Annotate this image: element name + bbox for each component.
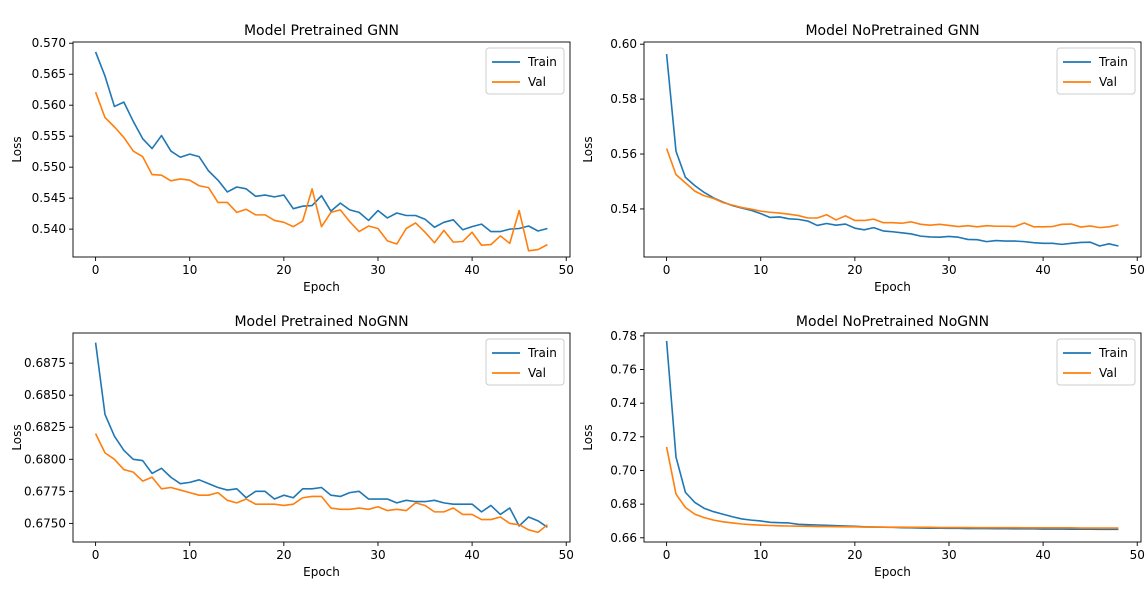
chart-title: Model Pretrained GNN <box>244 23 399 39</box>
x-tick-label: 40 <box>1035 548 1050 562</box>
x-tick-label: 10 <box>182 548 197 562</box>
y-axis-label: Loss <box>10 424 24 450</box>
y-tick-label: 0.72 <box>610 430 637 444</box>
x-axis-label: Epoch <box>874 280 911 294</box>
y-tick-label: 0.68 <box>610 497 637 511</box>
subplot-2: Model NoPretrained GNN 0 10 20 30 40 50 0.54 0.5… <box>581 23 1145 294</box>
series-line-val <box>665 446 1119 529</box>
y-tick-label: 0.565 <box>32 67 66 81</box>
x-tick-label: 30 <box>941 263 956 277</box>
y-tick-label: 0.60 <box>610 37 637 51</box>
x-tick-label: 30 <box>370 548 385 562</box>
x-tick-label: 40 <box>1035 263 1050 277</box>
legend-label-val: Val <box>1099 366 1117 380</box>
y-tick-label: 0.6875 <box>24 356 66 370</box>
x-tick-label: 40 <box>464 548 479 562</box>
x-tick-label: 50 <box>559 548 574 562</box>
y-tick-label: 0.555 <box>32 129 66 143</box>
y-tick-label: 0.78 <box>610 329 637 343</box>
series-line-train <box>94 51 548 233</box>
x-tick-label: 10 <box>753 548 768 562</box>
y-tick-label: 0.74 <box>610 396 637 410</box>
legend-label-train: Train <box>1098 346 1128 360</box>
legend-label-train: Train <box>527 55 557 69</box>
legend-label-train: Train <box>527 346 557 360</box>
y-tick-label: 0.6800 <box>24 452 66 466</box>
y-axis-label: Loss <box>10 136 24 162</box>
x-tick-label: 0 <box>663 263 671 277</box>
x-tick-label: 20 <box>276 548 291 562</box>
x-tick-label: 10 <box>753 263 768 277</box>
x-tick-label: 30 <box>370 263 385 277</box>
chart-title: Model Pretrained NoGNN <box>234 314 408 330</box>
x-tick-label: 50 <box>559 263 574 277</box>
legend-label-train: Train <box>1098 55 1128 69</box>
y-tick-label: 0.70 <box>610 463 637 477</box>
x-tick-label: 10 <box>182 263 197 277</box>
y-tick-label: 0.6825 <box>24 420 66 434</box>
y-tick-label: 0.540 <box>32 222 66 236</box>
chart-title: Model NoPretrained GNN <box>805 23 979 39</box>
y-tick-label: 0.56 <box>610 147 637 161</box>
y-tick-label: 0.6775 <box>24 484 66 498</box>
x-tick-label: 20 <box>847 263 862 277</box>
series-line-train <box>94 342 548 528</box>
legend-label-val: Val <box>528 366 546 380</box>
legend: Train Val <box>1056 338 1136 386</box>
x-tick-label: 50 <box>1130 263 1145 277</box>
y-tick-label: 0.560 <box>32 98 66 112</box>
series-line-train <box>665 340 1119 531</box>
legend: Train Val <box>1056 47 1136 95</box>
y-axis-label: Loss <box>581 136 595 162</box>
x-axis-label: Epoch <box>303 565 340 579</box>
y-tick-label: 0.54 <box>610 202 637 216</box>
x-tick-label: 0 <box>663 548 671 562</box>
y-axis-label: Loss <box>581 424 595 450</box>
y-tick-label: 0.66 <box>610 531 637 545</box>
plot-frame <box>643 332 1142 543</box>
y-tick-label: 0.550 <box>32 160 66 174</box>
y-tick-label: 0.545 <box>32 191 66 205</box>
legend-label-val: Val <box>528 75 546 89</box>
series-line-val <box>665 148 1119 229</box>
y-tick-label: 0.570 <box>32 36 66 50</box>
chart-title: Model NoPretrained NoGNN <box>796 314 989 330</box>
series-line-train <box>665 54 1119 247</box>
y-tick-label: 0.6850 <box>24 388 66 402</box>
y-tick-label: 0.6750 <box>24 516 66 530</box>
legend: Train Val <box>485 338 565 386</box>
x-tick-label: 30 <box>941 548 956 562</box>
subplot-3: Model Pretrained NoGNN 0 10 20 30 40 50 0.6750 0… <box>10 314 574 579</box>
plot-frame <box>72 332 571 543</box>
y-tick-label: 0.58 <box>610 92 637 106</box>
series-line-val <box>94 91 548 252</box>
legend: Train Val <box>485 47 565 95</box>
x-tick-label: 0 <box>92 548 100 562</box>
y-tick-label: 0.76 <box>610 363 637 377</box>
x-axis-label: Epoch <box>874 565 911 579</box>
x-tick-label: 40 <box>464 263 479 277</box>
series-line-val <box>94 433 548 534</box>
x-tick-label: 0 <box>92 263 100 277</box>
plot-frame <box>72 41 571 258</box>
subplot-4: Model NoPretrained NoGNN 0 10 20 30 40 50 0.66 0… <box>581 314 1145 579</box>
x-tick-label: 20 <box>276 263 291 277</box>
subplot-1: Model Pretrained GNN 0 10 20 30 40 50 0.540 0.54… <box>10 23 574 294</box>
x-tick-label: 50 <box>1130 548 1145 562</box>
plot-frame <box>643 41 1142 258</box>
x-axis-label: Epoch <box>303 280 340 294</box>
x-tick-label: 20 <box>847 548 862 562</box>
legend-label-val: Val <box>1099 75 1117 89</box>
